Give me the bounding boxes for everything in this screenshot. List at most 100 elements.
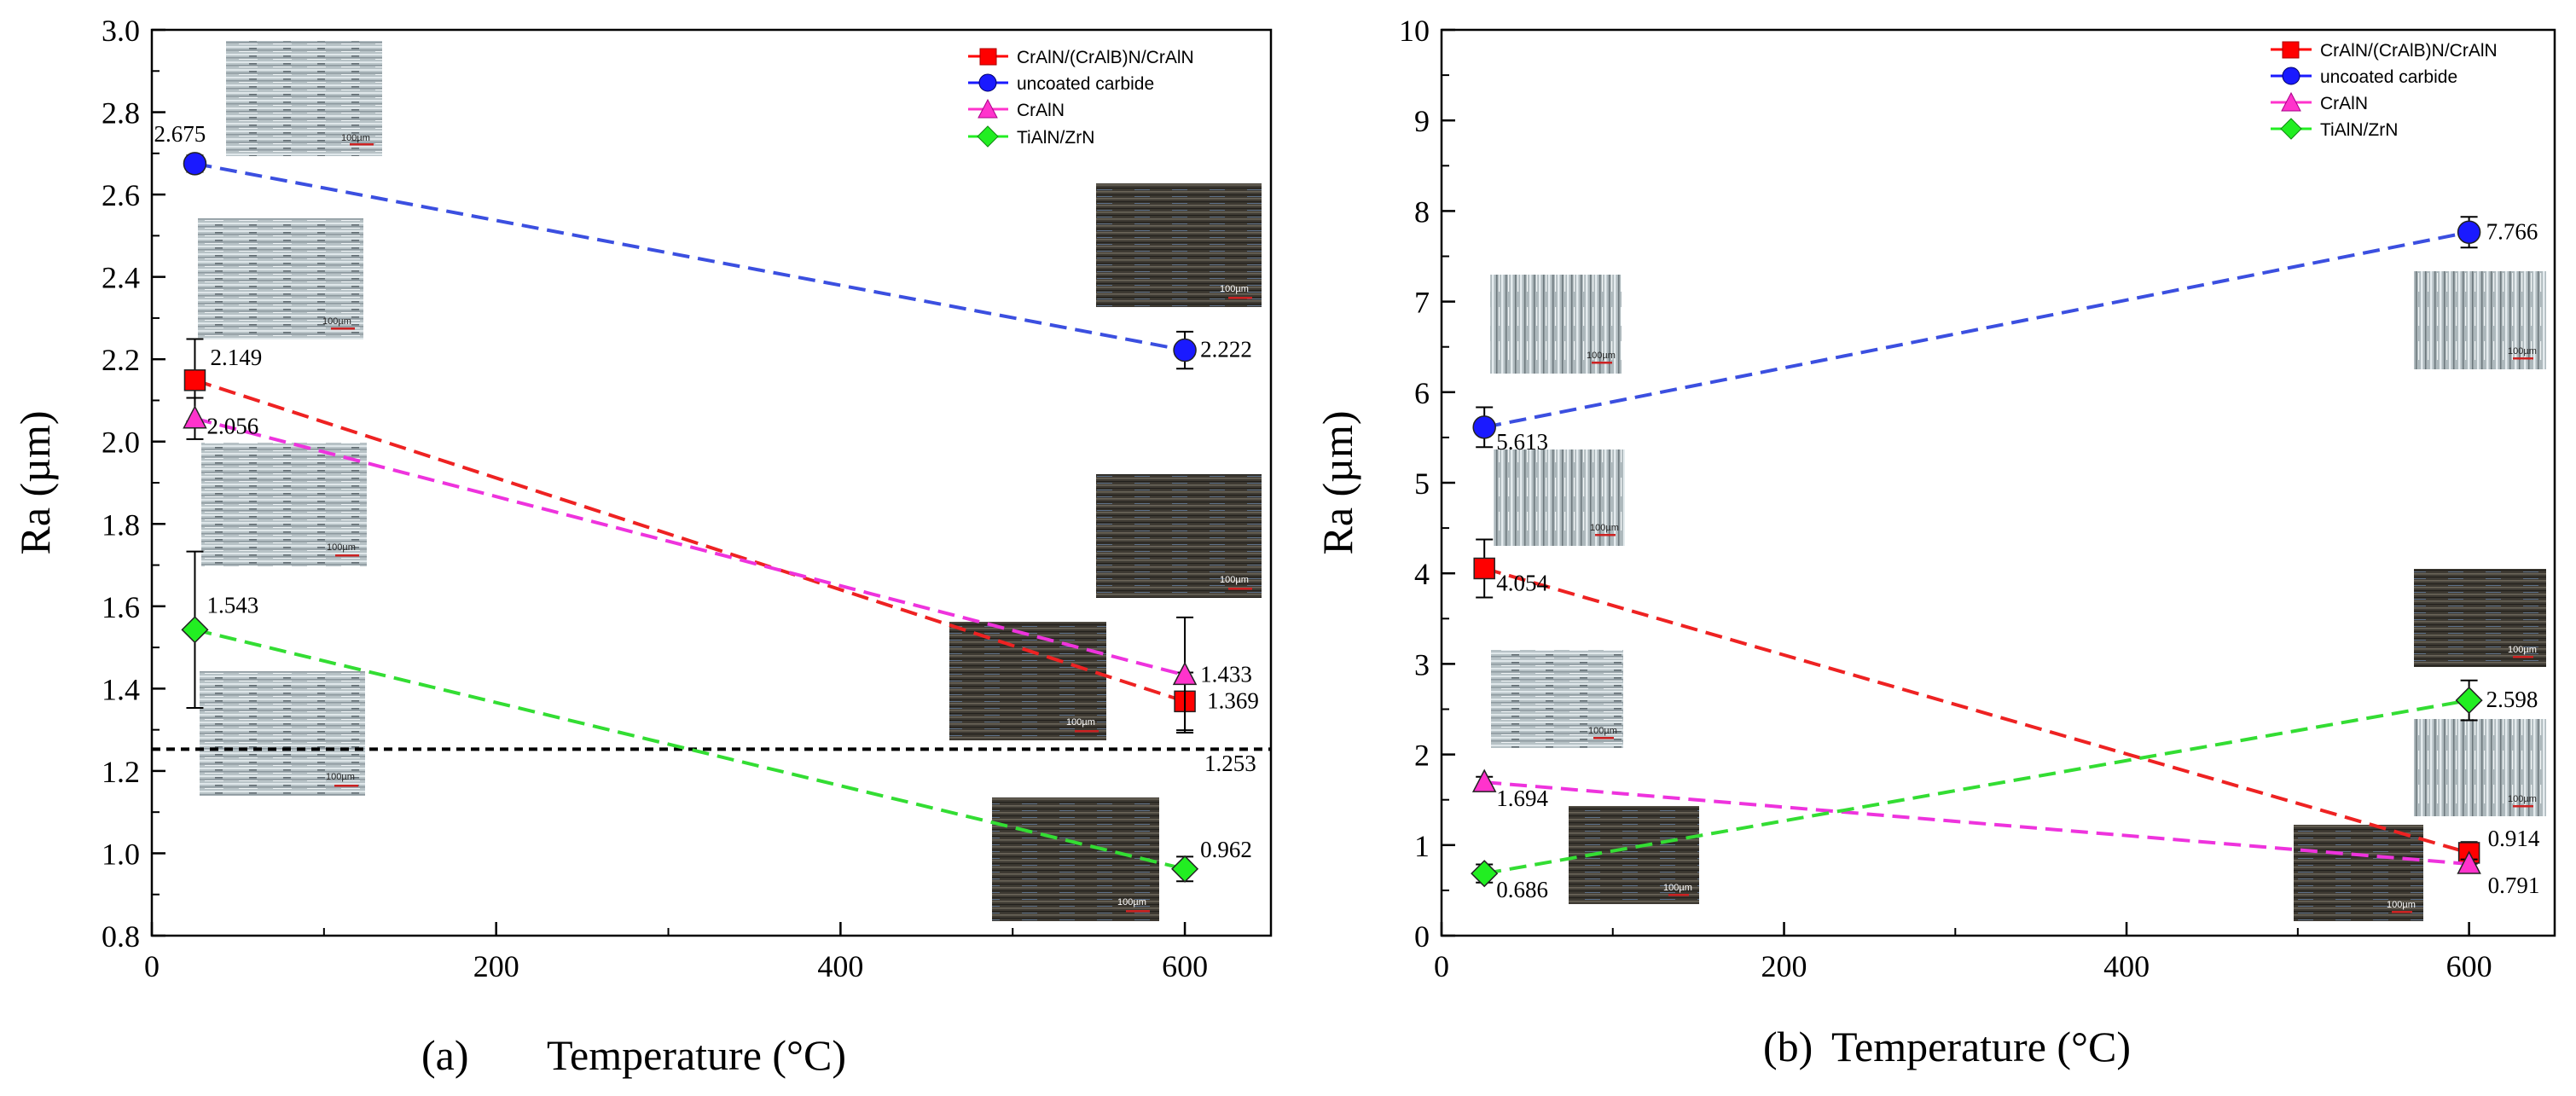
y-tick-label: 1.0 <box>102 837 140 871</box>
panel-a-micrograph-tialnzrn-600c: 100µm <box>992 797 1159 921</box>
y-tick-label: 2.2 <box>102 343 140 377</box>
legend-marker-triangle <box>2281 91 2301 112</box>
panel-b-label: (b) <box>1763 1023 1813 1070</box>
panel-a-label: (a) <box>421 1031 469 1079</box>
panel-a-micrograph-uncoated-25c: 100µm <box>226 41 382 156</box>
legend-label-tialnzrn: TiAlN/ZrN <box>2320 120 2398 140</box>
y-tick-label: 3 <box>1414 647 1430 681</box>
svg-text:100µm: 100µm <box>2508 645 2537 655</box>
data-point-triangle <box>183 405 207 429</box>
panel-b-y-axis-title: Ra (µm) <box>1314 410 1361 554</box>
panel-b-micrograph-tialnzrn-600c: 100µm <box>2414 569 2546 667</box>
legend-marker-circle <box>2282 67 2300 85</box>
data-label: 7.766 <box>2486 218 2538 244</box>
y-tick-label: 1.2 <box>102 755 140 789</box>
svg-text:100µm: 100µm <box>2387 900 2416 910</box>
x-tick-label: 200 <box>473 949 519 983</box>
series-line <box>1483 699 2469 876</box>
svg-text:100µm: 100µm <box>1220 575 1249 585</box>
panel-a-axes: 0 200 400 600 0.8 1.0 1.2 1.4 1.6 1.8 2.0 2.2 2.4 2.6… <box>102 14 1208 983</box>
y-tick-label: 1.8 <box>102 507 140 542</box>
panel-a-micrograph-uncoated-600c: 100µm <box>1096 183 1262 307</box>
y-tick-label: 2.8 <box>102 96 140 130</box>
data-label: 2.675 <box>154 121 206 147</box>
y-tick-label: 2.0 <box>102 426 140 460</box>
y-tick-label: 9 <box>1414 104 1430 138</box>
data-label: 0.686 <box>1496 877 1548 902</box>
data-label: 2.222 <box>1200 337 1252 362</box>
data-label: 1.694 <box>1496 786 1548 811</box>
svg-text:100µm: 100µm <box>2508 346 2537 357</box>
y-tick-label: 3.0 <box>102 14 140 48</box>
data-point-diamond <box>1471 860 1499 888</box>
panel-b-micrograph-uncoated-600c: 100µm <box>2414 271 2546 369</box>
panel-b-micrograph-uncoated-25c: 100µm <box>1490 275 1622 374</box>
svg-text:100µm: 100µm <box>1590 523 1619 533</box>
data-point-triangle <box>2457 850 2481 874</box>
data-label: 0.962 <box>1200 837 1252 862</box>
data-point-diamond <box>2455 687 2483 715</box>
y-tick-label: 2.6 <box>102 178 140 212</box>
data-label: 4.054 <box>1496 570 1548 595</box>
legend-marker-triangle <box>978 98 998 119</box>
data-point-diamond <box>1171 855 1199 883</box>
data-point-square <box>183 369 206 391</box>
y-tick-label: 4 <box>1414 557 1430 591</box>
y-tick-label: 8 <box>1414 194 1430 229</box>
data-point-circle <box>1472 415 1496 439</box>
y-tick-label: 2 <box>1414 739 1430 773</box>
data-point-square <box>1473 557 1495 580</box>
data-label: 1.433 <box>1200 661 1252 687</box>
panel-b-legend: CrAlN/(CrAlB)N/CrAlN uncoated carbide Cr… <box>2271 41 2498 140</box>
y-tick-label: 2.4 <box>102 261 140 295</box>
y-tick-label: 0 <box>1414 919 1430 954</box>
svg-text:100µm: 100µm <box>1663 883 1692 893</box>
svg-text:100µm: 100µm <box>326 772 355 782</box>
svg-text:100µm: 100µm <box>1588 726 1617 736</box>
series-line <box>1484 780 2469 866</box>
panel-b-series: 4.054 0.914 5.613 7.766 1.694 0.791 0.686 2.598 <box>1471 216 2540 902</box>
panel-a-micrograph-cralN-600c: 100µm <box>1096 474 1262 598</box>
legend-label-crallbn: CrAlN/(CrAlB)N/CrAlN <box>2320 41 2498 61</box>
panel-a-y-axis-title: Ra (µm) <box>11 410 59 554</box>
data-point-circle <box>183 152 207 176</box>
series-line <box>1483 566 2470 855</box>
svg-text:100µm: 100µm <box>327 542 356 553</box>
data-label: 2.598 <box>2486 687 2538 712</box>
legend-marker-diamond <box>977 125 999 148</box>
data-point-circle <box>1173 338 1197 362</box>
y-tick-label: 10 <box>1399 14 1430 48</box>
reference-line-label: 1.253 <box>1204 751 1256 776</box>
x-tick-label: 400 <box>2103 949 2150 983</box>
panel-a-series: 1.253 2.149 1.369 2.675 2.222 2.056 1.433 1.543… <box>152 121 1271 883</box>
svg-text:100µm: 100µm <box>322 316 351 327</box>
legend-label-cralN: CrAlN <box>1017 101 1065 120</box>
y-tick-label: 1.4 <box>102 672 140 706</box>
x-tick-label: 200 <box>1761 949 1807 983</box>
x-tick-label: 600 <box>1162 949 1208 983</box>
svg-text:100µm: 100µm <box>1066 717 1095 728</box>
svg-text:100µm: 100µm <box>2508 794 2537 804</box>
y-tick-label: 0.8 <box>102 919 140 954</box>
data-label: 0.914 <box>2488 826 2540 851</box>
panel-a-micrograph-crallbn-25c: 100µm <box>198 218 363 339</box>
data-point-circle <box>2457 220 2481 245</box>
legend-label-uncoated: uncoated carbide <box>2320 67 2457 87</box>
panel-b-micrograph-cralN-25c: 100µm <box>1491 650 1623 748</box>
panel-a-micrograph-crallbn-600c: 100µm <box>949 622 1106 740</box>
x-tick-label: 400 <box>817 949 863 983</box>
data-label: 2.149 <box>210 345 262 370</box>
y-tick-label: 1 <box>1414 829 1430 863</box>
legend-label-tialnzrn: TiAlN/ZrN <box>1017 128 1094 148</box>
data-label: 2.056 <box>206 414 258 439</box>
series-line <box>194 628 1186 871</box>
panel-a-x-axis-title: Temperature (°C) <box>547 1031 846 1079</box>
panel-b-micrograph-crallbn-600c: 100µm <box>2414 719 2546 816</box>
y-tick-label: 7 <box>1414 286 1430 320</box>
panel-b-axes: 0 200 400 600 0 1 2 3 4 5 6 7 8 9 10 <box>1399 14 2492 983</box>
panel-a-chart: 100µm 100µm 100µm 100µm 100µm 100µm 100µ… <box>11 14 1273 1079</box>
y-tick-label: 5 <box>1414 467 1430 501</box>
panel-b-micrograph-crallbn-25c: 100µm <box>1494 449 1625 546</box>
legend-marker-square <box>979 48 997 66</box>
